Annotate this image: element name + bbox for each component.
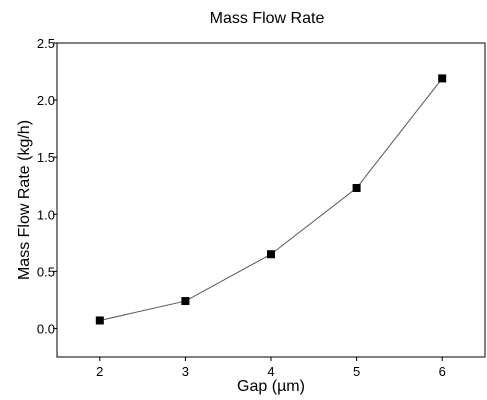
data-point <box>267 250 275 259</box>
x-tick-label: 3 <box>182 364 189 379</box>
x-axis-ticks: 2 3 4 5 6 <box>96 357 446 379</box>
x-tick-label: 5 <box>353 364 360 379</box>
chart-title: Mass Flow Rate <box>210 10 325 27</box>
x-tick-label: 4 <box>267 364 274 379</box>
data-point <box>181 297 190 306</box>
y-axis-ticks: 0.0 0.5 1.0 1.5 2.0 2.5 <box>37 36 57 336</box>
data-point <box>438 74 447 83</box>
y-tick-label: 2.5 <box>37 36 55 51</box>
plot-area-frame <box>56 42 486 358</box>
y-tick-label: 1.5 <box>37 150 55 165</box>
x-tick-label: 6 <box>439 364 446 379</box>
data-point <box>352 184 361 193</box>
x-axis-label: Gap (µm) <box>237 378 305 395</box>
data-point <box>95 316 104 325</box>
x-tick-label: 2 <box>96 364 103 379</box>
series-layer <box>95 74 447 325</box>
y-tick-label: 0.5 <box>37 264 55 279</box>
y-tick-label: 2.0 <box>37 93 55 108</box>
y-tick-label: 0.0 <box>37 321 55 336</box>
y-axis-label: Mass Flow Rate (kg/h) <box>16 120 33 280</box>
y-tick-label: 1.0 <box>37 207 55 222</box>
